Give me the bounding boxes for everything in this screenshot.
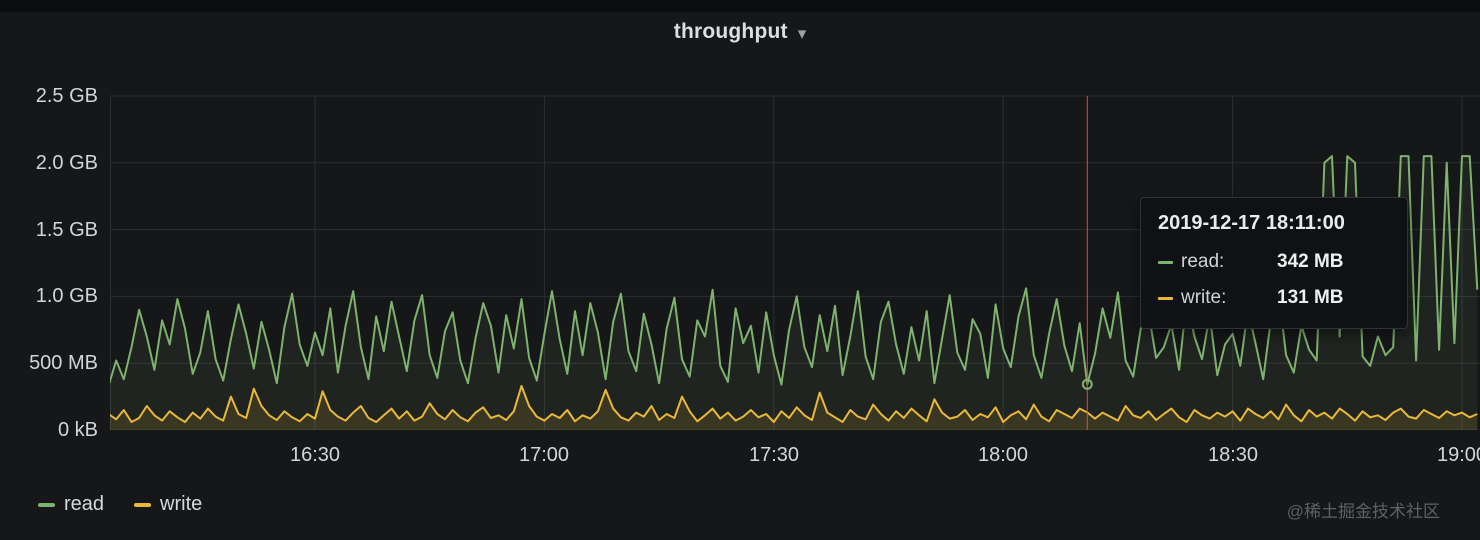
panel-title[interactable]: throughput xyxy=(673,20,788,43)
x-axis-tick-label: 18:30 xyxy=(1207,444,1259,466)
tooltip: 2019-12-17 18:11:00 read: 342 MB write: … xyxy=(1140,197,1408,329)
y-axis-tick-label: 0 kB xyxy=(57,419,98,441)
read-series-swatch-icon xyxy=(1158,260,1173,264)
x-axis-tick-label: 19:00 xyxy=(1436,444,1480,466)
tooltip-series-name: write: xyxy=(1181,287,1227,308)
tooltip-series-name: read: xyxy=(1181,251,1225,272)
y-axis-tick-label: 1.5 GB xyxy=(35,219,98,241)
y-axis-tick-label: 500 MB xyxy=(29,352,98,374)
caret-down-icon[interactable]: ▾ xyxy=(797,24,807,43)
x-axis-tick-label: 17:30 xyxy=(748,444,800,466)
legend-item-read[interactable]: read xyxy=(38,493,104,516)
tooltip-series-value: 342 MB xyxy=(1277,251,1344,272)
legend-label[interactable]: read xyxy=(64,493,105,515)
y-axis-tick-label: 2.5 GB xyxy=(35,85,98,107)
read-series-swatch-icon xyxy=(38,502,55,507)
legend-item-write[interactable]: write xyxy=(134,493,202,516)
write-series-swatch-icon xyxy=(134,502,152,507)
y-axis-tick-label: 2.0 GB xyxy=(35,152,98,174)
x-axis-tick-label: 18:00 xyxy=(977,444,1029,466)
tooltip-row-write: write: 131 MB xyxy=(1158,280,1390,316)
x-axis-tick-label: 16:30 xyxy=(289,444,341,466)
tooltip-row-read: read: 342 MB xyxy=(1158,244,1390,280)
panel-header[interactable]: throughput ▾ xyxy=(0,20,1480,44)
legend: read write xyxy=(38,493,202,516)
tooltip-timestamp: 2019-12-17 18:11:00 xyxy=(1158,212,1345,234)
tooltip-series-value: 131 MB xyxy=(1277,287,1344,308)
legend-label[interactable]: write xyxy=(160,493,203,515)
write-series-swatch-icon xyxy=(1158,296,1173,300)
window-top-strip xyxy=(0,0,1480,12)
x-axis-tick-label: 17:00 xyxy=(518,444,570,466)
y-axis-tick-label: 1.0 GB xyxy=(35,285,98,307)
watermark: @稀土掘金技术社区 xyxy=(1286,502,1440,521)
